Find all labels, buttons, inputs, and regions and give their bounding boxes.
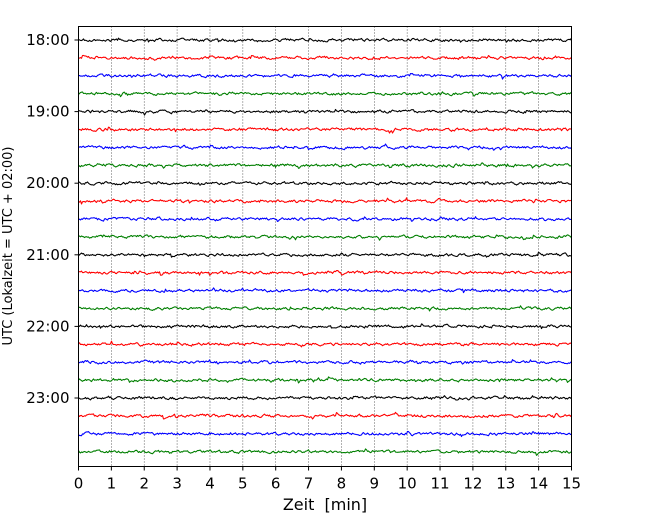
trace-line (78, 411, 572, 420)
trace-line (78, 216, 572, 223)
x-tick-label: 12 (463, 475, 482, 493)
x-tick-label: 3 (172, 475, 182, 493)
trace-line (78, 91, 572, 98)
trace-line (78, 448, 572, 456)
plot-frame (78, 26, 572, 467)
trace-line (78, 72, 572, 80)
x-tick-label: 2 (139, 475, 149, 493)
x-tick-label: 4 (205, 475, 215, 493)
x-tick-label: 6 (271, 475, 281, 493)
trace-line (78, 108, 572, 116)
trace-line (78, 37, 572, 43)
trace-line (78, 359, 572, 365)
trace-line (78, 305, 572, 312)
x-tick-label: 15 (562, 475, 581, 493)
y-tick-label: 20:00 (26, 174, 69, 192)
trace-line (78, 234, 572, 241)
trace-line (78, 287, 572, 294)
x-tick-label: 14 (529, 475, 548, 493)
grid-lines (111, 26, 539, 467)
x-axis-ticks: 0 1 2 3 4 5 6 7 8 9 10 11 12 13 14 15 (74, 466, 581, 493)
x-tick-label: 9 (370, 475, 380, 493)
y-tick-label: 19:00 (26, 103, 69, 121)
y-tick-label: 22:00 (26, 317, 69, 335)
trace-line (78, 54, 572, 61)
y-tick-label: 23:00 (26, 389, 69, 407)
x-tick-label: 8 (337, 475, 347, 493)
trace-line (78, 430, 572, 438)
y-axis-label: UTC (Lokalzeit = UTC + 02:00) (1, 147, 16, 346)
y-tick-label: 18:00 (26, 31, 69, 49)
trace-line (78, 340, 572, 348)
trace-line (78, 143, 572, 151)
y-tick-label: 21:00 (26, 246, 69, 264)
x-tick-label: 0 (74, 475, 84, 493)
x-tick-label: 1 (107, 475, 117, 493)
trace-line (78, 251, 572, 258)
y-axis-ticks: 18:00 19:00 20:00 21:00 22:00 23:00 (26, 31, 79, 407)
x-tick-label: 5 (238, 475, 248, 493)
x-tick-label: 13 (496, 475, 515, 493)
trace-line (78, 395, 572, 401)
x-tick-label: 7 (304, 475, 314, 493)
trace-line (78, 269, 572, 276)
trace-line (78, 323, 572, 330)
trace-line (78, 126, 572, 134)
trace-line (78, 376, 572, 384)
x-axis-label: Zeit [min] (283, 495, 367, 514)
trace-line (78, 197, 572, 205)
trace-line (78, 180, 572, 186)
trace-group (78, 37, 572, 456)
x-tick-label: 10 (398, 475, 417, 493)
trace-line (78, 162, 572, 169)
x-tick-label: 11 (430, 475, 449, 493)
